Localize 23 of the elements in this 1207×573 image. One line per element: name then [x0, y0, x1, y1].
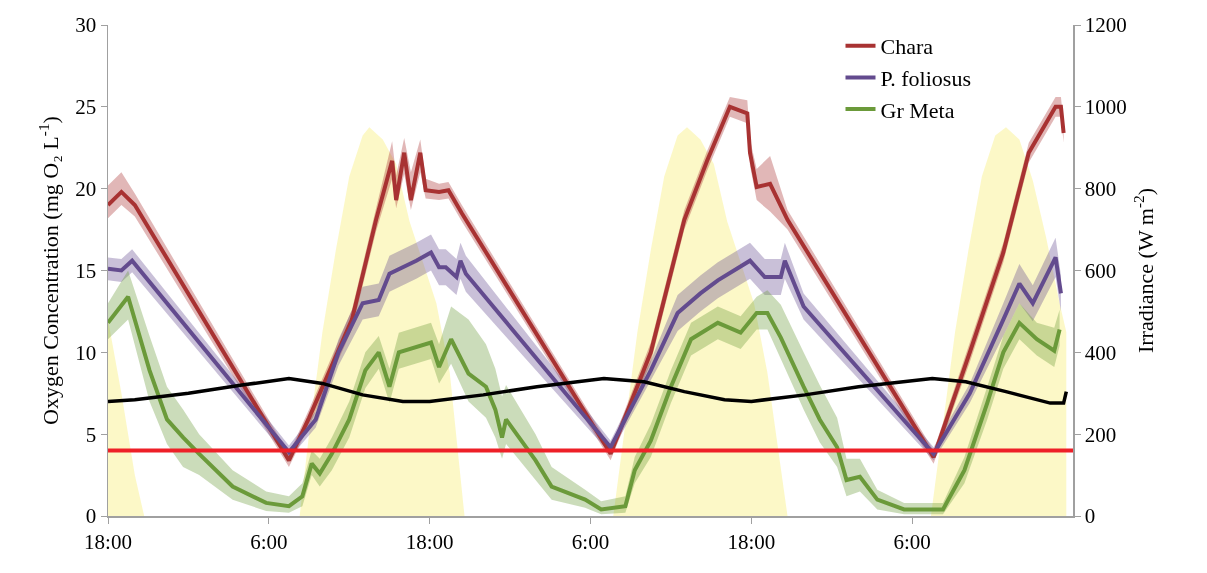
- y2-tick-label: 1200: [1084, 13, 1127, 38]
- y2-tick-label: 0: [1084, 504, 1096, 529]
- x-tick-label: 18:00: [84, 529, 132, 554]
- legend-label: Gr Meta: [880, 97, 955, 123]
- y-tick-label: 25: [75, 95, 97, 120]
- x-tick-label: 18:00: [727, 529, 776, 554]
- x-tick-label: 6:00: [571, 529, 610, 554]
- y2-tick-label: 400: [1084, 340, 1117, 365]
- y-tick-label: 20: [75, 177, 97, 202]
- y-tick-label: 30: [75, 13, 97, 38]
- y-tick-label: 15: [75, 258, 97, 283]
- legend-label: P. foliosus: [880, 65, 971, 91]
- y2-tick-label: 200: [1084, 422, 1117, 447]
- x-tick-label: 18:00: [405, 529, 454, 554]
- y2-tick-label: 1000: [1084, 95, 1127, 120]
- y-tick-label: 5: [85, 422, 97, 447]
- y2-tick-label: 600: [1084, 258, 1117, 283]
- y-tick-label: 10: [75, 340, 97, 365]
- y2-tick-label: 800: [1084, 177, 1117, 202]
- legend-label: Chara: [880, 34, 934, 60]
- x-tick-label: 6:00: [893, 529, 931, 554]
- x-tick-label: 6:00: [250, 529, 288, 554]
- y-tick-label: 0: [85, 504, 97, 529]
